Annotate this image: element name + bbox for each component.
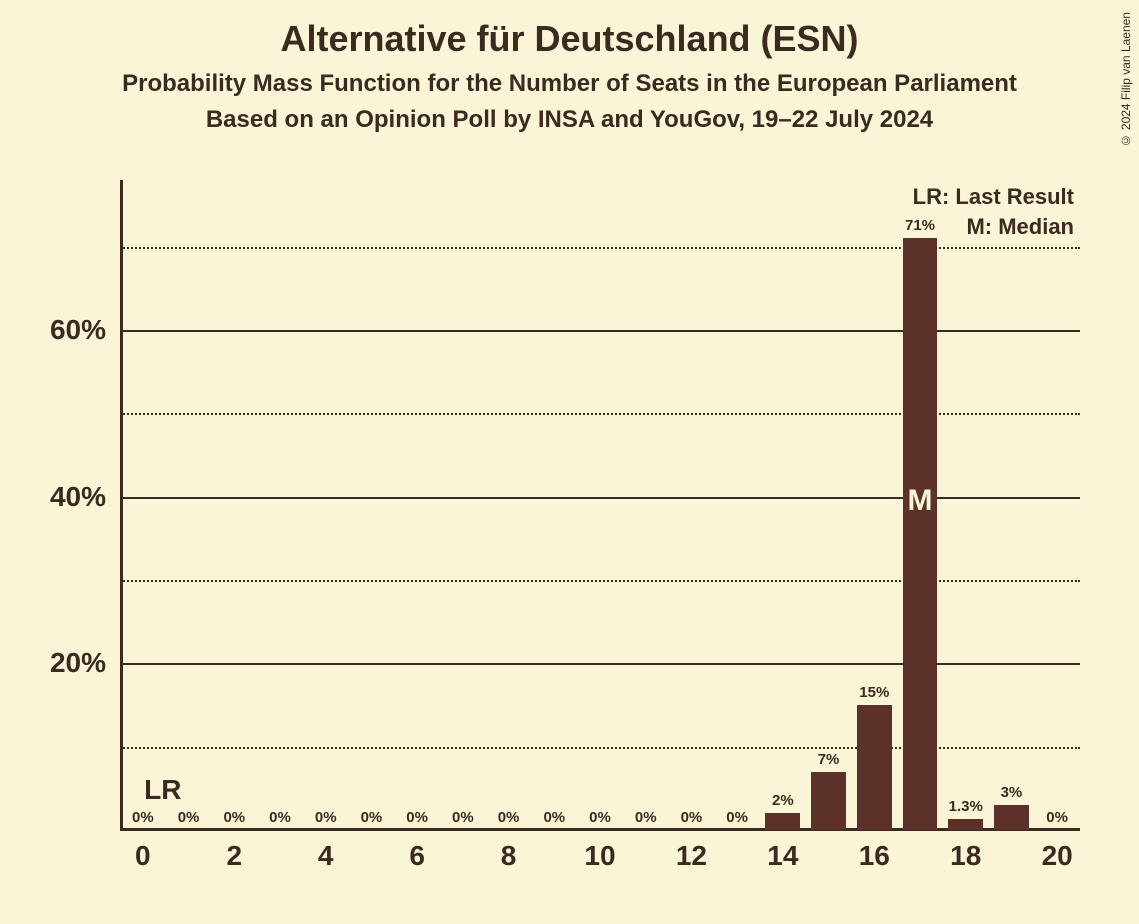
bar-value-label: 0% (315, 809, 337, 826)
bar-value-label: 0% (589, 809, 611, 826)
bar-value-label: 0% (452, 809, 474, 826)
bar-value-label: 2% (772, 792, 794, 809)
bar-value-label: 0% (132, 809, 154, 826)
y-tick-label: 20% (50, 647, 106, 679)
bar (811, 772, 846, 830)
y-tick-label: 40% (50, 481, 106, 513)
y-axis (120, 180, 123, 830)
x-tick-label: 10 (584, 840, 615, 872)
chart-subtitle-1: Probability Mass Function for the Number… (0, 70, 1139, 98)
bar-value-label: 0% (269, 809, 291, 826)
bar-value-label: 3% (1001, 784, 1023, 801)
chart-title: Alternative für Deutschland (ESN) (0, 18, 1139, 60)
last-result-marker: LR (144, 774, 181, 806)
bar-value-label: 7% (818, 751, 840, 768)
bar-value-label: 0% (361, 809, 383, 826)
x-tick-label: 12 (676, 840, 707, 872)
legend-median: M: Median (966, 214, 1074, 240)
bar-value-label: 0% (635, 809, 657, 826)
bar (765, 813, 800, 830)
copyright-text: © 2024 Filip van Laenen (1119, 12, 1133, 147)
bar-value-label: 1.3% (949, 798, 983, 815)
legend-last-result: LR: Last Result (913, 184, 1074, 210)
bar-value-label: 0% (498, 809, 520, 826)
bar-value-label: 0% (223, 809, 245, 826)
bar-value-label: 71% (905, 217, 935, 234)
x-tick-label: 14 (767, 840, 798, 872)
bar (903, 238, 938, 830)
bar-value-label: 0% (681, 809, 703, 826)
bar (948, 819, 983, 830)
bar-value-label: 0% (543, 809, 565, 826)
bar-value-label: 15% (859, 684, 889, 701)
x-tick-label: 6 (409, 840, 425, 872)
bar (994, 805, 1029, 830)
y-tick-label: 60% (50, 314, 106, 346)
x-tick-label: 2 (226, 840, 242, 872)
bar-value-label: 0% (406, 809, 428, 826)
x-tick-label: 0 (135, 840, 151, 872)
bar (857, 705, 892, 830)
x-tick-label: 20 (1042, 840, 1073, 872)
chart-titles: Alternative für Deutschland (ESN) Probab… (0, 0, 1139, 134)
x-tick-label: 18 (950, 840, 981, 872)
median-marker: M (908, 484, 933, 518)
bar-value-label: 0% (178, 809, 200, 826)
pmf-bar-chart: 20%40%60%024681012141618200%0%0%0%0%0%0%… (120, 180, 1080, 830)
x-tick-label: 8 (501, 840, 517, 872)
bar-value-label: 0% (726, 809, 748, 826)
x-tick-label: 4 (318, 840, 334, 872)
chart-subtitle-2: Based on an Opinion Poll by INSA and You… (0, 106, 1139, 134)
bar-value-label: 0% (1046, 809, 1068, 826)
x-tick-label: 16 (859, 840, 890, 872)
